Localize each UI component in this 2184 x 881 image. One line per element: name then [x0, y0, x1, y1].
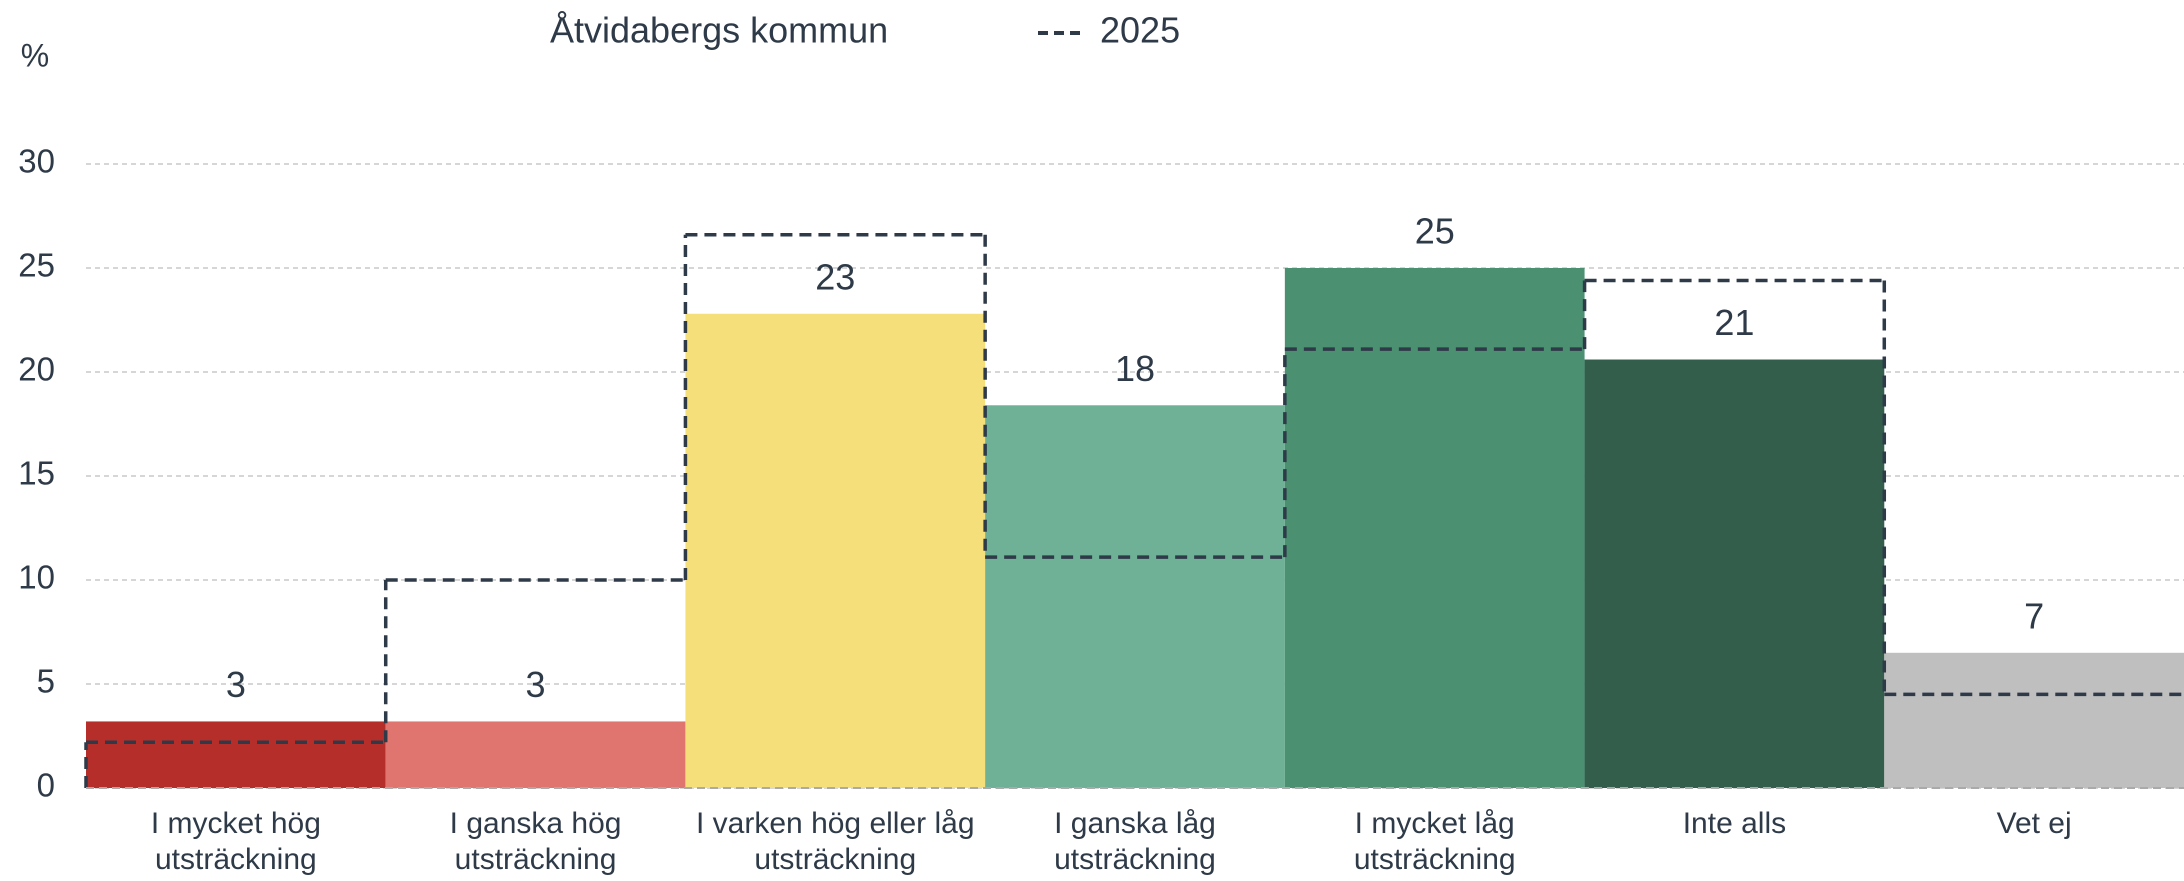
- y-tick-label: 25: [18, 247, 55, 284]
- x-tick-label: Vet ej: [1996, 807, 2072, 840]
- value-label: 23: [815, 256, 855, 297]
- y-axis-label: %: [21, 37, 49, 73]
- x-tick-label: I ganska låg utsträckning: [1054, 807, 1216, 876]
- bar: [1884, 652, 2184, 788]
- x-tick-label: Inte alls: [1682, 807, 1787, 840]
- bar: [685, 313, 986, 788]
- value-label: 3: [526, 664, 546, 705]
- x-tick-label: I mycket hög utsträckning: [150, 807, 321, 876]
- value-label: 18: [1115, 348, 1155, 389]
- legend-label: Åtvidabergs kommun: [550, 10, 888, 51]
- y-tick-label: 15: [18, 455, 55, 492]
- value-label: 7: [2024, 595, 2044, 636]
- y-tick-label: 30: [18, 143, 55, 180]
- value-label: 3: [226, 664, 246, 705]
- value-label: 21: [1714, 302, 1754, 343]
- legend-label: 2025: [1100, 10, 1180, 51]
- x-tick-label: I mycket låg utsträckning: [1353, 807, 1516, 876]
- y-tick-label: 5: [37, 663, 55, 700]
- bar: [985, 405, 1285, 788]
- y-tick-label: 20: [18, 351, 55, 388]
- bar: [86, 721, 386, 788]
- y-tick-label: 10: [18, 559, 55, 596]
- bar: [1284, 268, 1585, 788]
- x-tick-label: I varken hög eller låg utsträckning: [696, 807, 975, 876]
- y-tick-label: 0: [37, 767, 55, 804]
- bar: [385, 721, 686, 788]
- value-label: 25: [1415, 211, 1455, 252]
- x-tick-label: I ganska hög utsträckning: [449, 807, 622, 876]
- bar: [1584, 359, 1885, 788]
